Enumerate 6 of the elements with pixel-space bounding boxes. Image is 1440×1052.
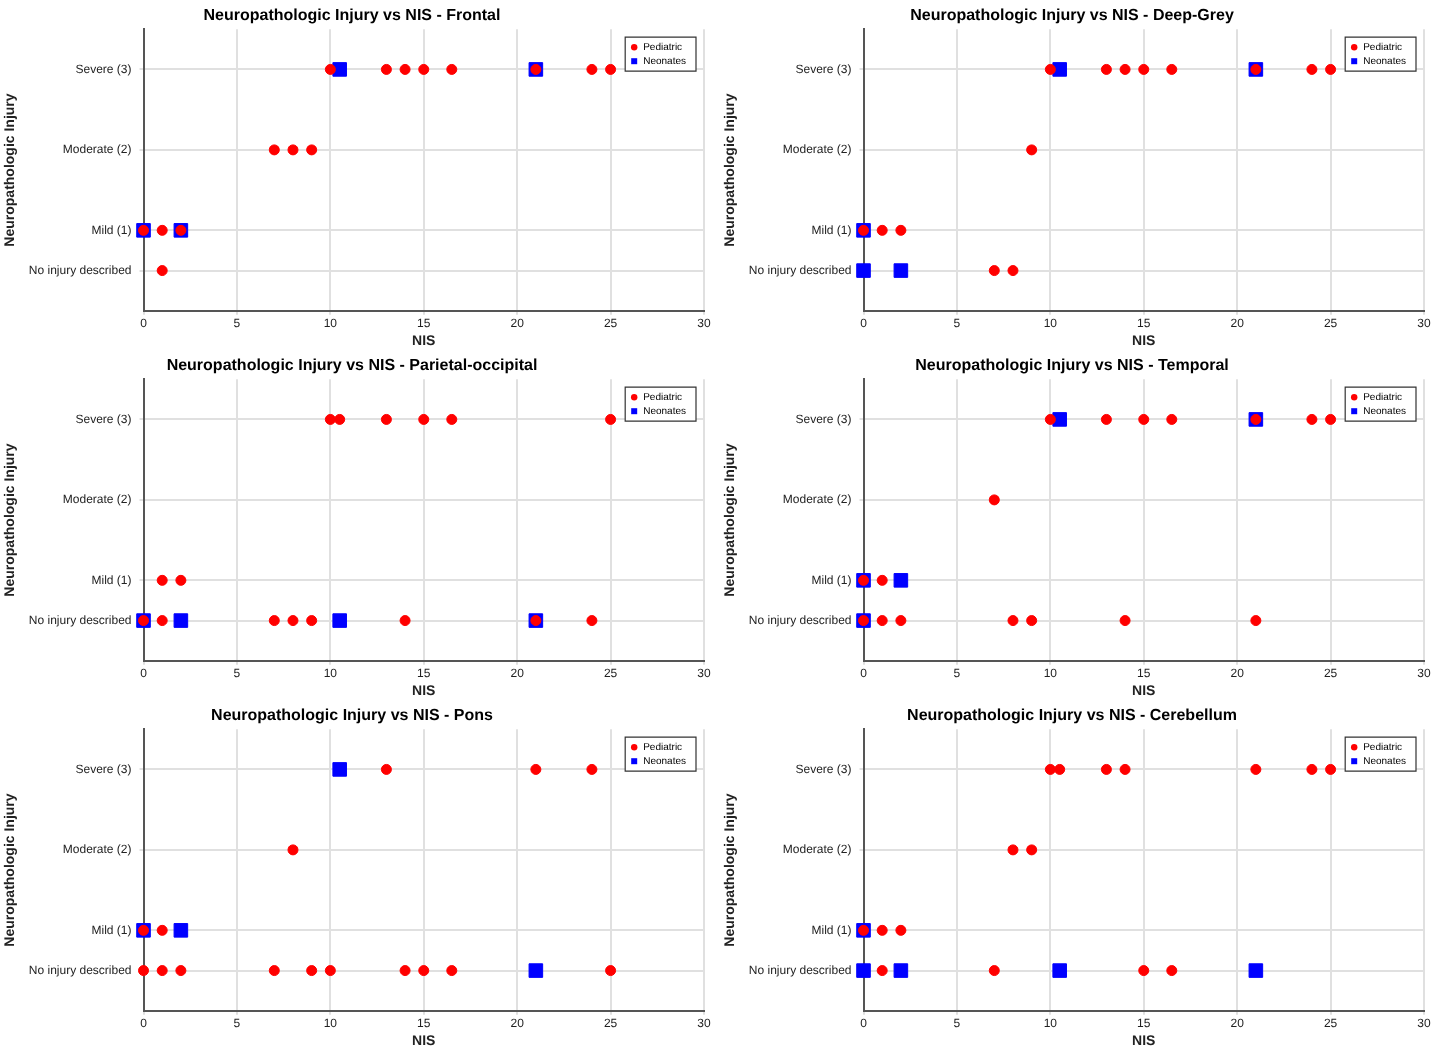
chart-title: Neuropathologic Injury vs NIS - Frontal bbox=[203, 6, 501, 25]
chart-title: Neuropathologic Injury vs NIS - Deep-Grey bbox=[910, 6, 1235, 25]
chart-title: Neuropathologic Injury vs NIS - Cerebellum bbox=[907, 706, 1237, 725]
chart-title: Neuropathologic Injury vs NIS - Pons bbox=[211, 706, 495, 725]
chart-title: Neuropathologic Injury vs NIS - Parietal-occipital bbox=[166, 356, 538, 375]
chart-title: Neuropathologic Injury vs NIS - Temporal bbox=[915, 356, 1229, 375]
